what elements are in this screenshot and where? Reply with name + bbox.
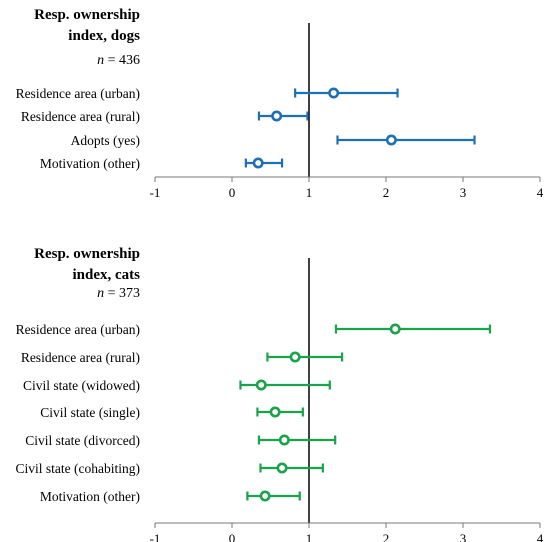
point-estimate-marker <box>385 134 397 146</box>
x-tick-label: -1 <box>150 531 161 542</box>
point-estimate-marker <box>259 490 271 502</box>
x-tick-label: 2 <box>383 531 390 542</box>
x-tick-label: 3 <box>460 531 467 542</box>
sample-size-symbol: n <box>97 286 104 301</box>
x-tick-label: 1 <box>306 531 313 542</box>
point-estimate-marker <box>255 379 267 391</box>
x-tick-label: 1 <box>306 185 313 200</box>
point-estimate-marker <box>389 323 401 335</box>
row-label: Motivation (other) <box>40 156 140 171</box>
row-label: Civil state (cohabiting) <box>16 461 140 476</box>
panel-title-line: Resp. ownership <box>34 7 140 23</box>
row-label: Residence area (urban) <box>16 86 140 101</box>
sample-size-label: n = 373 <box>97 286 140 301</box>
point-estimate-marker <box>289 351 301 363</box>
x-tick-label: 4 <box>537 531 544 542</box>
forest-panel-2: Resp. ownership index, cats n = 373 -1 0 1 2 3 4… <box>16 246 544 542</box>
row-label: Residence area (rural) <box>21 109 140 124</box>
row-label: Adopts (yes) <box>71 133 140 148</box>
row-label: Civil state (widowed) <box>23 378 140 393</box>
x-tick-label: -1 <box>150 185 161 200</box>
sample-size-value: = 373 <box>104 286 140 301</box>
point-estimate-marker <box>276 462 288 474</box>
forest-panel-1: Resp. ownership index, dogs n = 436 -1 0 1 2 3 4… <box>16 7 544 200</box>
panel-title-line: index, cats <box>73 267 141 283</box>
row-label: Residence area (rural) <box>21 350 140 365</box>
row-label: Civil state (divorced) <box>25 433 140 448</box>
row-label: Residence area (urban) <box>16 322 140 337</box>
row-label: Civil state (single) <box>40 405 140 420</box>
panel-title-line: index, dogs <box>68 28 140 44</box>
sample-size-symbol: n <box>97 53 104 68</box>
point-estimate-marker <box>252 157 264 169</box>
sample-size-label: n = 436 <box>97 53 140 68</box>
point-estimate-marker <box>269 406 281 418</box>
sample-size-value: = 436 <box>104 53 140 68</box>
point-estimate-marker <box>278 434 290 446</box>
x-tick-label: 4 <box>537 185 544 200</box>
point-estimate-marker <box>328 87 340 99</box>
point-estimate-marker <box>271 110 283 122</box>
row-label: Motivation (other) <box>40 489 140 504</box>
x-tick-label: 0 <box>229 531 236 542</box>
x-tick-label: 2 <box>383 185 390 200</box>
panel-title-line: Resp. ownership <box>34 246 140 262</box>
x-tick-label: 3 <box>460 185 467 200</box>
x-tick-label: 0 <box>229 185 236 200</box>
